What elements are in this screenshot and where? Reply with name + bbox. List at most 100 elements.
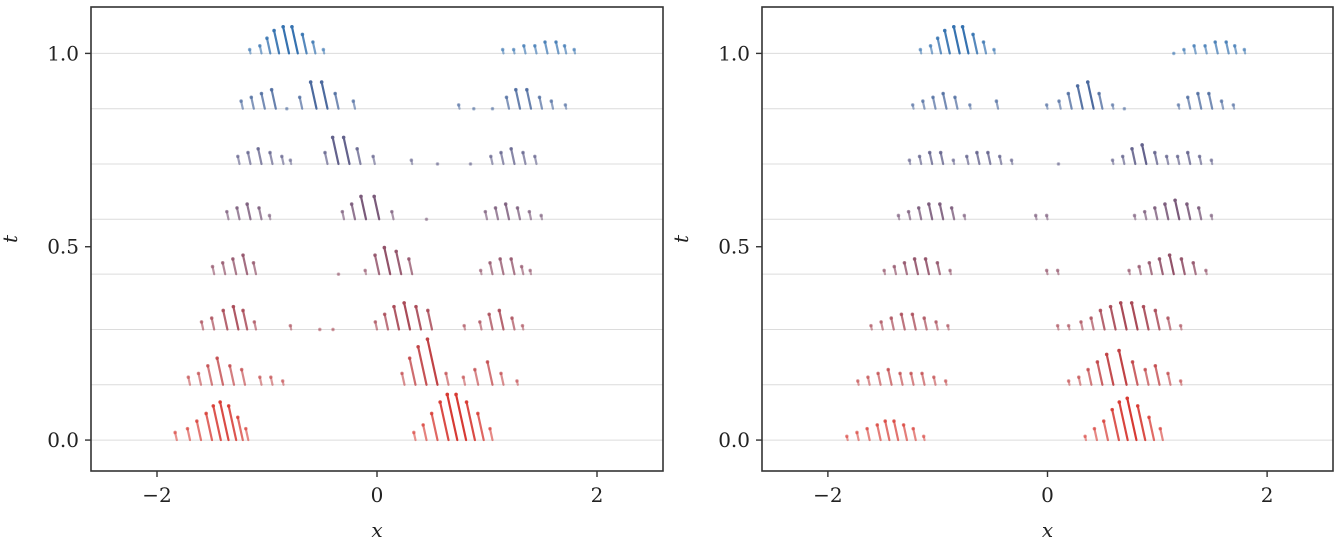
- stem-tip-2-14: [1118, 301, 1123, 305]
- row-t-3: [882, 253, 1208, 276]
- stem-tip-2-9: [1066, 323, 1071, 328]
- stem-tip-5-12: [1120, 154, 1125, 159]
- stem-tip-3-14: [1179, 257, 1184, 261]
- stem-0-2: [195, 419, 203, 442]
- stem-3-3: [913, 257, 920, 276]
- stem-tip-6-10: [456, 103, 461, 107]
- stem-6-14: [514, 88, 522, 110]
- stem-tip-7-6: [300, 32, 305, 37]
- stem-4-11: [1153, 206, 1159, 221]
- stem-tip-6-19: [1219, 99, 1224, 103]
- stem-tip-4-14: [1185, 202, 1189, 206]
- stem-tip-4-10: [1142, 209, 1147, 214]
- stem-4-14: [1185, 202, 1192, 221]
- stem-7-6: [301, 33, 308, 55]
- stem-1-17: [1154, 364, 1161, 386]
- stem-tip-1-10: [407, 356, 412, 360]
- stem-2-2: [890, 316, 895, 331]
- row-t-4: [896, 198, 1214, 221]
- stem-tip-5-9: [1009, 158, 1014, 162]
- stem-tip-5-15: [1152, 150, 1157, 155]
- stem-tip-4-5: [949, 206, 954, 210]
- stem-2-18: [498, 309, 505, 331]
- stem-tip-4-2: [916, 206, 921, 210]
- stem-tip-7-6: [971, 32, 975, 37]
- row-t-6: [910, 80, 1236, 111]
- stem-4-13: [1173, 199, 1181, 221]
- stem-tip-2-0: [869, 323, 873, 328]
- stem-tip-5-8: [997, 154, 1002, 159]
- stem-4-13: [504, 202, 511, 221]
- stem-tip-5-7: [330, 135, 335, 140]
- stem-tip-1-4: [228, 363, 232, 368]
- stem-tip-6-5: [967, 103, 972, 107]
- stem-tip-3-9: [1127, 268, 1131, 273]
- stem-6-3: [270, 88, 277, 110]
- stem-0-10: [422, 423, 428, 442]
- stem-tip-1-18: [515, 379, 519, 383]
- stem-1-3: [887, 368, 893, 386]
- stem-0-3: [205, 412, 214, 442]
- stem-1-10: [408, 357, 417, 386]
- stem-tip-5-19: [1197, 154, 1202, 159]
- x-tick-label: −2: [142, 483, 171, 507]
- stem-tip-0-16: [1147, 415, 1151, 420]
- stem-tip-7-0: [918, 47, 923, 52]
- stem-tip-6-7: [1044, 103, 1049, 107]
- stem-tip-2-19: [1178, 323, 1183, 328]
- stem-4-1: [235, 206, 241, 221]
- stem-tip-7-10: [511, 47, 516, 52]
- x-tick-label: 2: [1261, 483, 1274, 507]
- stem-2-15: [1130, 301, 1139, 331]
- stem-1-4: [228, 364, 236, 386]
- stem-tip-1-7: [269, 375, 273, 379]
- stem-0-15: [465, 400, 476, 442]
- stem-3-7: [373, 254, 381, 276]
- stem-6-3: [942, 92, 948, 110]
- stem-tip-7-16: [1242, 47, 1247, 52]
- stem-tip-1-10: [1076, 375, 1081, 379]
- stem-7-13: [1214, 40, 1219, 55]
- stem-tip-7-7: [311, 40, 315, 44]
- stem-tip-4-13: [1173, 198, 1177, 203]
- stem-tip-3-6: [948, 268, 952, 273]
- stem-0-14: [1126, 397, 1138, 442]
- stem-4-3: [927, 202, 934, 221]
- stem-tip-6-18: [1207, 91, 1211, 96]
- stem-tip-0-3: [204, 411, 208, 416]
- stem-tip-7-3: [272, 28, 276, 33]
- stem-0-14: [454, 393, 468, 442]
- y-tick-label: 1.0: [718, 41, 750, 65]
- stem-tip-3-11: [478, 268, 483, 273]
- stem-7-6: [971, 33, 979, 55]
- stem-tip-6-6: [994, 99, 999, 103]
- stem-tip-5-14: [1140, 143, 1144, 147]
- stem-tip-0-1: [855, 430, 859, 435]
- stem-1-18: [1166, 372, 1172, 386]
- stem-2-3: [900, 313, 906, 331]
- stem-tip-5-11: [1110, 158, 1115, 162]
- stem-tip-6-20: [1231, 103, 1236, 107]
- stem-0-15: [1136, 404, 1147, 442]
- stem-0-17: [1159, 427, 1164, 442]
- stem-tip-3-4: [923, 257, 928, 261]
- stem-1-16: [1144, 368, 1150, 386]
- stem-tip-1-13: [1104, 352, 1109, 357]
- row-t-2: [869, 301, 1183, 331]
- stem-tip-4-0: [896, 213, 901, 218]
- stem-3-1: [221, 261, 227, 276]
- stem-3-8: [383, 246, 392, 276]
- stem-tip-7-13: [1213, 40, 1217, 44]
- stem-6-13: [505, 96, 511, 110]
- stem-tip-1-16: [485, 360, 490, 364]
- stem-3-4: [924, 257, 931, 276]
- stem-tip-7-16: [572, 47, 576, 52]
- stem-tip-2-9: [373, 320, 378, 324]
- stem-tip-0-13: [1117, 400, 1122, 404]
- stem-7-4: [952, 25, 961, 55]
- stem-tip-6-14: [514, 87, 518, 92]
- stem-6-4: [953, 96, 959, 110]
- stem-2-3: [232, 305, 240, 331]
- stem-tip-1-2: [876, 371, 880, 376]
- stem-1-11: [1086, 368, 1093, 386]
